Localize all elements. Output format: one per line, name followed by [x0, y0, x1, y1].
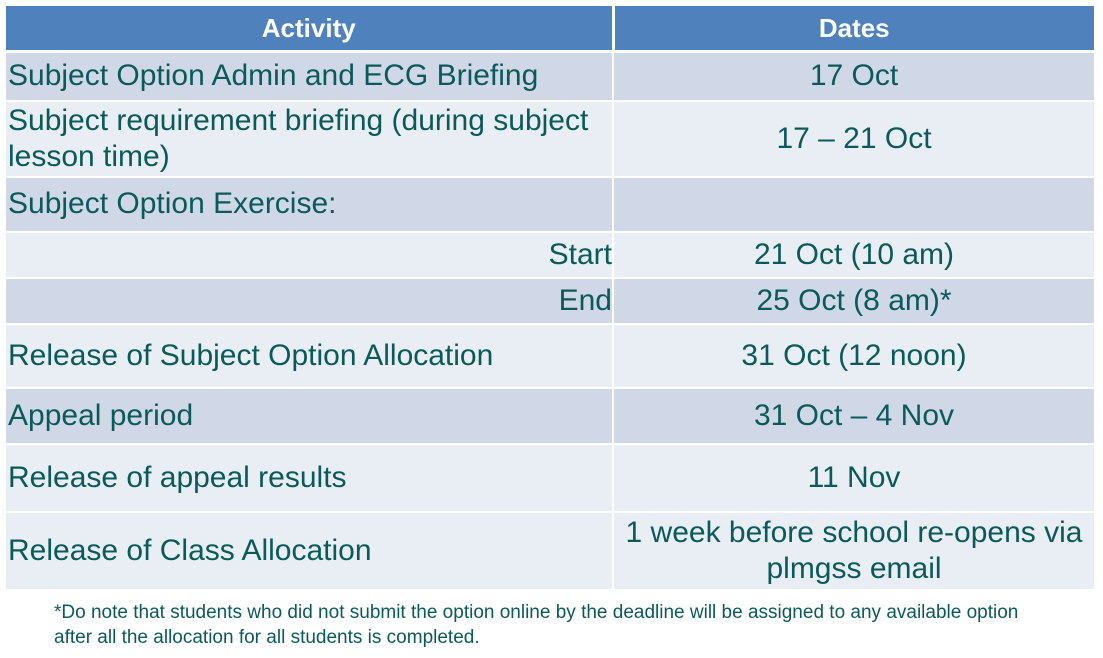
table-header-row: Activity Dates — [6, 6, 1094, 53]
header-dates: Dates — [613, 6, 1094, 53]
activity-cell: Release of appeal results — [6, 443, 614, 513]
table-row: End 25 Oct (8 am)* — [6, 277, 1094, 325]
activity-cell: Appeal period — [6, 387, 614, 445]
table-row: Subject requirement briefing (during sub… — [6, 100, 1094, 178]
activity-cell: Release of Class Allocation — [6, 511, 614, 591]
table-row: Release of Class Allocation 1 week befor… — [6, 511, 1094, 591]
activity-cell: Start — [6, 231, 614, 279]
activity-cell: Subject Option Exercise: — [6, 176, 614, 233]
dates-cell: 17 – 21 Oct — [613, 100, 1094, 178]
dates-cell: 17 Oct — [613, 51, 1094, 102]
dates-cell — [613, 176, 1094, 233]
schedule-table: Activity Dates Subject Option Admin and … — [6, 6, 1094, 591]
dates-cell: 31 Oct (12 noon) — [613, 323, 1094, 389]
dates-cell: 25 Oct (8 am)* — [613, 277, 1094, 325]
dates-cell: 31 Oct – 4 Nov — [613, 387, 1094, 445]
dates-cell: 21 Oct (10 am) — [613, 231, 1094, 279]
activity-cell: Subject Option Admin and ECG Briefing — [6, 51, 614, 102]
table-row: Appeal period 31 Oct – 4 Nov — [6, 387, 1094, 445]
activity-cell: Subject requirement briefing (during sub… — [6, 100, 614, 178]
table-row: Subject Option Admin and ECG Briefing 17… — [6, 51, 1094, 102]
header-activity: Activity — [6, 6, 615, 53]
table-row: Start 21 Oct (10 am) — [6, 231, 1094, 279]
table-row: Subject Option Exercise: — [6, 176, 1094, 233]
dates-cell: 11 Nov — [613, 443, 1094, 513]
footnote: *Do note that students who did not submi… — [54, 602, 1019, 648]
activity-cell: Release of Subject Option Allocation — [6, 323, 614, 389]
activity-cell: End — [6, 277, 614, 325]
dates-cell: 1 week before school re-opens via plmgss… — [613, 511, 1094, 591]
table-row: Release of Subject Option Allocation 31 … — [6, 323, 1094, 389]
table-row: Release of appeal results 11 Nov — [6, 443, 1094, 513]
